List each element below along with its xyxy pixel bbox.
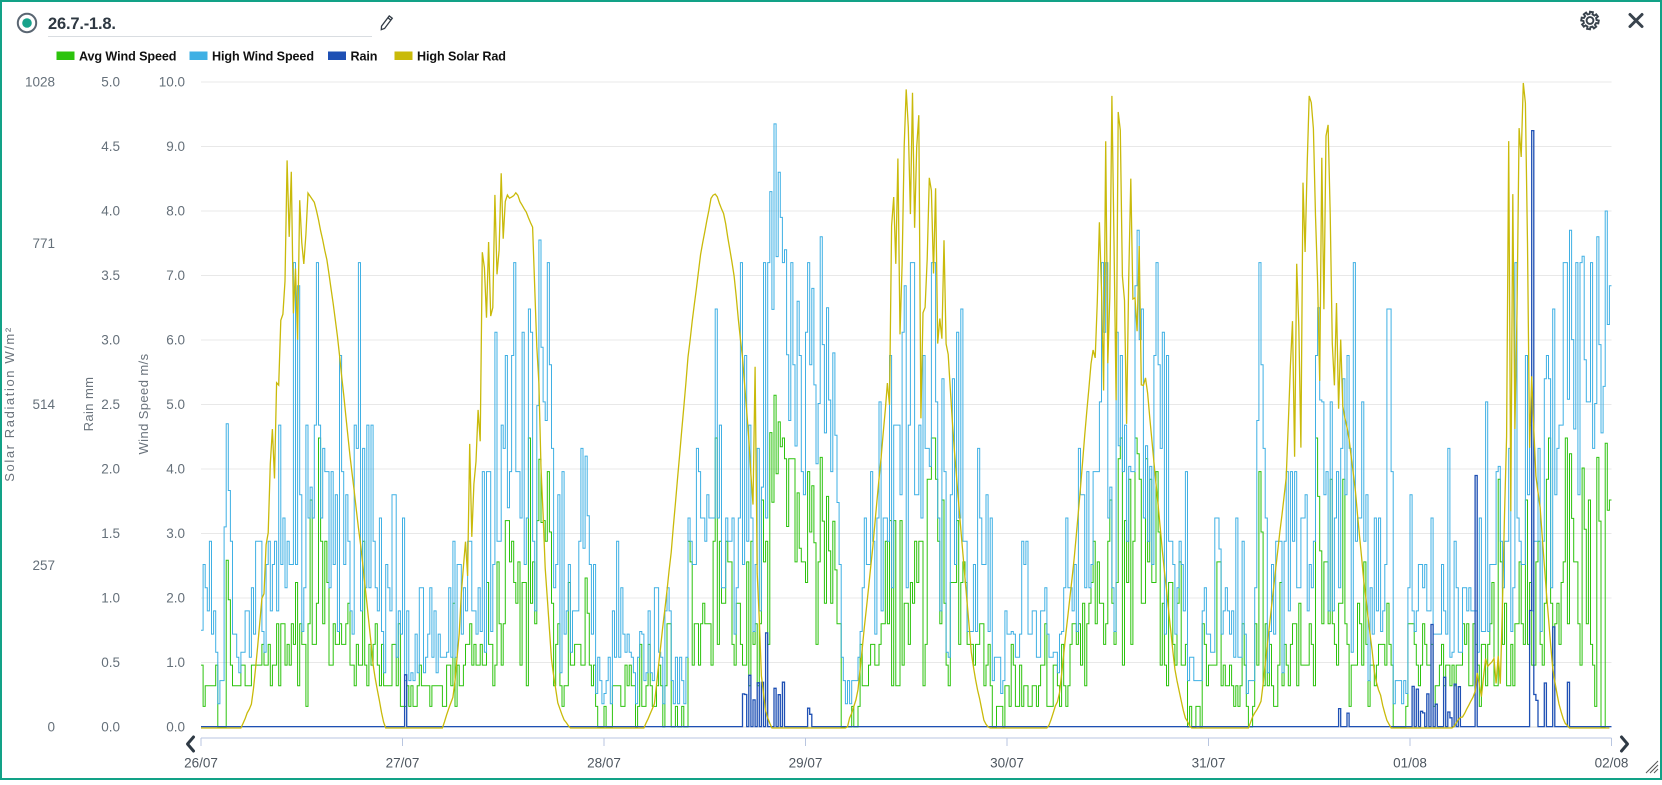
svg-text:4.0: 4.0 <box>101 204 120 219</box>
svg-text:High Wind Speed: High Wind Speed <box>212 50 314 64</box>
svg-text:10.0: 10.0 <box>159 75 185 90</box>
svg-text:Rain mm: Rain mm <box>81 377 96 432</box>
svg-text:Rain: Rain <box>351 50 378 64</box>
svg-text:28/07: 28/07 <box>587 756 621 771</box>
svg-text:771: 771 <box>32 236 55 251</box>
svg-text:5.0: 5.0 <box>101 75 120 90</box>
svg-text:5.0: 5.0 <box>166 397 185 412</box>
svg-text:0: 0 <box>47 720 55 735</box>
svg-text:1.0: 1.0 <box>166 655 185 670</box>
svg-text:3.5: 3.5 <box>101 268 120 283</box>
svg-text:8.0: 8.0 <box>166 204 185 219</box>
svg-text:High Solar Rad: High Solar Rad <box>417 50 506 64</box>
svg-text:4.5: 4.5 <box>101 139 120 154</box>
svg-text:0.5: 0.5 <box>101 655 120 670</box>
svg-text:26.7.-1.8.: 26.7.-1.8. <box>48 15 116 33</box>
svg-text:26/07: 26/07 <box>184 756 218 771</box>
svg-text:2.5: 2.5 <box>101 397 120 412</box>
svg-text:Solar Radiation W/m²: Solar Radiation W/m² <box>2 326 17 482</box>
svg-text:2.0: 2.0 <box>166 591 185 606</box>
svg-text:Wind Speed m/s: Wind Speed m/s <box>136 353 151 454</box>
svg-text:7.0: 7.0 <box>166 268 185 283</box>
svg-text:01/08: 01/08 <box>1393 756 1427 771</box>
svg-text:Avg Wind Speed: Avg Wind Speed <box>79 50 176 64</box>
svg-text:31/07: 31/07 <box>1192 756 1226 771</box>
svg-text:1.5: 1.5 <box>101 526 120 541</box>
svg-text:30/07: 30/07 <box>990 756 1024 771</box>
svg-text:0.0: 0.0 <box>166 720 185 735</box>
svg-text:4.0: 4.0 <box>166 462 185 477</box>
svg-text:9.0: 9.0 <box>166 139 185 154</box>
svg-text:3.0: 3.0 <box>166 526 185 541</box>
svg-text:1028: 1028 <box>25 75 55 90</box>
svg-text:3.0: 3.0 <box>101 333 120 348</box>
svg-text:0.0: 0.0 <box>101 720 120 735</box>
svg-text:1.0: 1.0 <box>101 591 120 606</box>
svg-text:2.0: 2.0 <box>101 462 120 477</box>
svg-text:29/07: 29/07 <box>789 756 823 771</box>
svg-text:6.0: 6.0 <box>166 333 185 348</box>
svg-text:514: 514 <box>32 397 55 412</box>
svg-text:02/08: 02/08 <box>1595 756 1629 771</box>
svg-text:27/07: 27/07 <box>386 756 420 771</box>
svg-text:257: 257 <box>32 558 55 573</box>
